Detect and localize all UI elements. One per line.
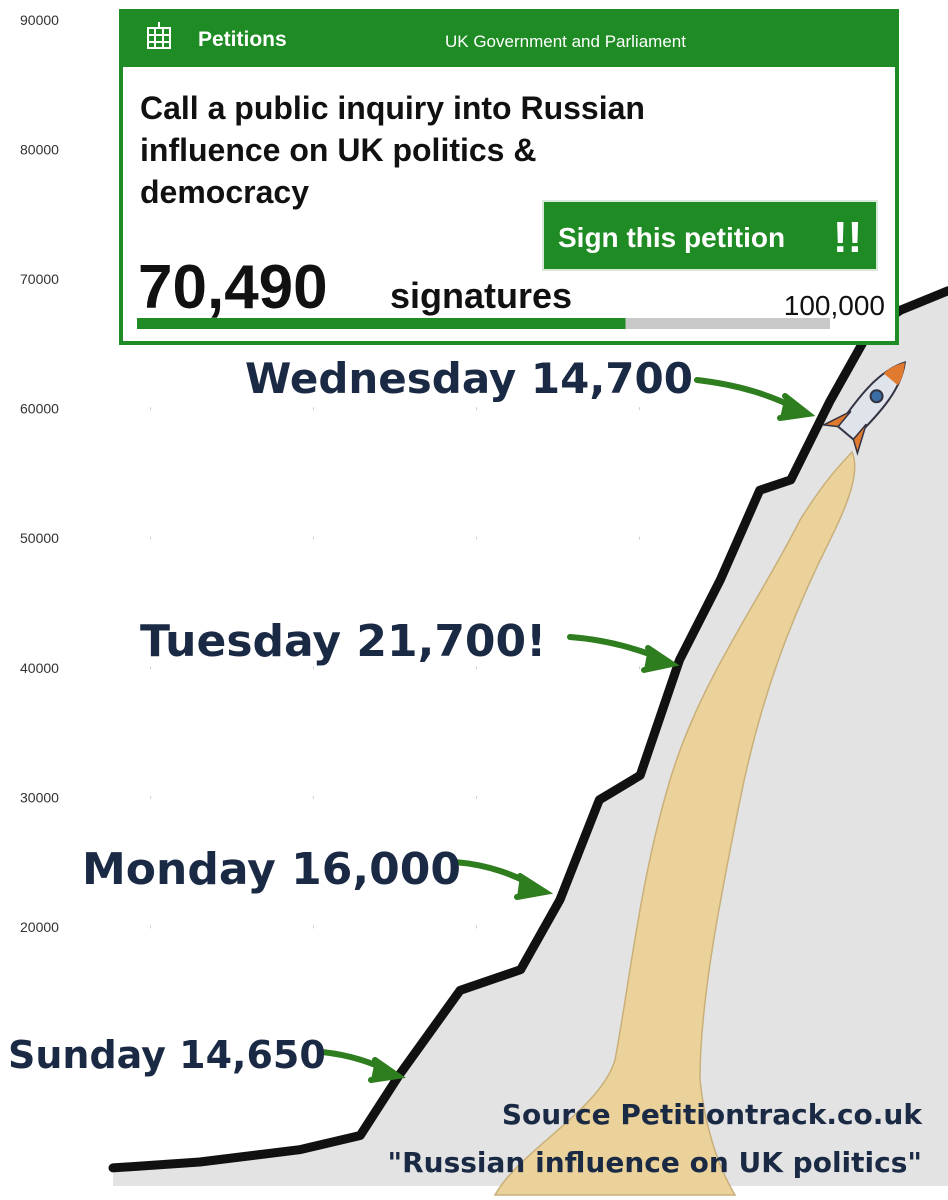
annotation: Sunday 14,650 (8, 1033, 326, 1077)
y-tick-label: 90000 (20, 12, 59, 28)
rocket (821, 361, 907, 456)
annotation: Monday 16,000 (82, 844, 461, 895)
annotations: Wednesday 14,700 Tuesday 21,700! Monday … (8, 354, 923, 1179)
sign-button-label[interactable]: Sign this petition (558, 222, 785, 253)
line (108, 286, 948, 1173)
source: Source Petitiontrack.co.uk (502, 1098, 923, 1131)
progress-fill (137, 318, 626, 329)
brand: Petitions (198, 28, 287, 51)
source: "Russian influence on UK politics" (388, 1146, 922, 1179)
sign-button-mark: !! (833, 213, 862, 262)
y-tick-label: 20000 (20, 919, 59, 935)
rocket-plume (493, 450, 856, 1196)
y-tick-label: 30000 (20, 789, 59, 805)
background (113, 18, 948, 1186)
petition-card: Petitions UK Government and Parliament C… (119, 9, 899, 345)
petition-title: influence on UK politics & (140, 132, 536, 168)
y-tick-label: 70000 (20, 271, 59, 287)
signature-count: 70,490 (138, 253, 328, 322)
y-tick-label: 50000 (20, 530, 59, 546)
y-tick-label: 80000 (20, 142, 59, 158)
petition-title: Call a public inquiry into Russian (140, 90, 645, 126)
card-header (121, 11, 897, 67)
petition-title: democracy (140, 174, 309, 210)
portcullis-icon (147, 22, 171, 49)
y-tick-label: 40000 (20, 660, 59, 676)
target: 100,000 (784, 290, 885, 321)
area (113, 290, 948, 1186)
y-tick-label: 60000 (20, 401, 59, 417)
arrows (319, 377, 816, 1083)
sign-button[interactable] (542, 200, 878, 271)
annotation: Tuesday 21,700! (140, 616, 546, 667)
org: UK Government and Parliament (445, 32, 686, 51)
signatures-word: signatures (390, 275, 572, 316)
annotation: Wednesday 14,700 (245, 354, 693, 403)
